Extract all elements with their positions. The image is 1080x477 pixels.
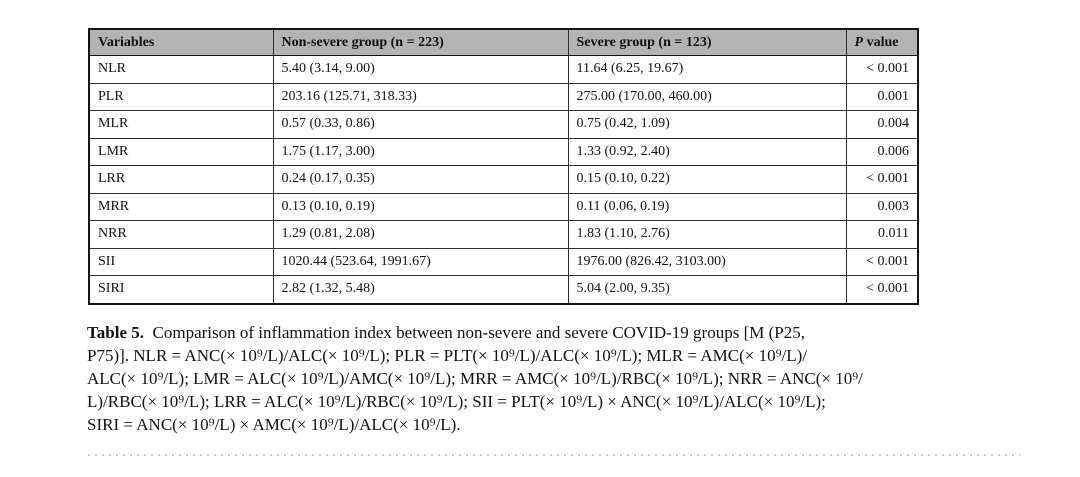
table-row: SIRI 2.82 (1.32, 5.48) 5.04 (2.00, 9.35)… — [88, 275, 919, 304]
p-value-cell: 0.006 — [845, 137, 919, 166]
p-value-cell: 0.001 — [845, 82, 919, 111]
severe-value-cell: 275.00 (170.00, 460.00) — [567, 82, 847, 111]
severe-value-cell: 0.11 (0.06, 0.19) — [567, 192, 847, 221]
p-value-cell: 0.011 — [845, 220, 919, 249]
table-row: MLR 0.57 (0.33, 0.86) 0.75 (0.42, 1.09) … — [88, 110, 919, 139]
p-value-header-italic: P — [854, 34, 864, 50]
variable-cell: NRR — [88, 220, 274, 249]
variable-cell: SIRI — [88, 275, 274, 304]
column-header-non-severe-group: Non-severe group (n = 223) — [272, 28, 569, 56]
column-header-p-value: P value — [845, 28, 919, 56]
variable-cell: PLR — [88, 82, 274, 111]
variable-cell: LRR — [88, 165, 274, 194]
p-value-cell: < 0.001 — [845, 275, 919, 304]
caption-line: SIRI = ANC(× 10⁹/L) × AMC(× 10⁹/L)/ALC(×… — [87, 415, 461, 434]
caption-line: Table 5. Comparison of inflammation inde… — [87, 321, 1037, 344]
table-caption: Table 5. Comparison of inflammation inde… — [87, 321, 1037, 436]
severe-value-cell: 5.04 (2.00, 9.35) — [567, 275, 847, 304]
severe-value-cell: 1.33 (0.92, 2.40) — [567, 137, 847, 166]
comparison-table: Variables Non-severe group (n = 223) Sev… — [88, 28, 919, 305]
dotted-divider — [88, 454, 1020, 456]
variable-cell: NLR — [88, 55, 274, 84]
p-value-cell: < 0.001 — [845, 247, 919, 276]
p-value-header-rest: value — [863, 34, 899, 50]
caption-text: Comparison of inflammation index between… — [144, 323, 805, 342]
caption-line: L)/RBC(× 10⁹/L); LRR = ALC(× 10⁹/L)/RBC(… — [87, 392, 826, 411]
non-severe-value-cell: 0.57 (0.33, 0.86) — [272, 110, 569, 139]
severe-value-cell: 1976.00 (826.42, 3103.00) — [567, 247, 847, 276]
p-value-cell: < 0.001 — [845, 165, 919, 194]
severe-value-cell: 0.15 (0.10, 0.22) — [567, 165, 847, 194]
severe-value-cell: 1.83 (1.10, 2.76) — [567, 220, 847, 249]
table-row: NLR 5.40 (3.14, 9.00) 11.64 (6.25, 19.67… — [88, 55, 919, 84]
column-header-variables: Variables — [88, 28, 274, 56]
non-severe-value-cell: 0.24 (0.17, 0.35) — [272, 165, 569, 194]
non-severe-value-cell: 1020.44 (523.64, 1991.67) — [272, 247, 569, 276]
p-value-cell: 0.004 — [845, 110, 919, 139]
non-severe-value-cell: 5.40 (3.14, 9.00) — [272, 55, 569, 84]
table-row: LMR 1.75 (1.17, 3.00) 1.33 (0.92, 2.40) … — [88, 137, 919, 166]
caption-line: P75)]. NLR = ANC(× 10⁹/L)/ALC(× 10⁹/L); … — [87, 346, 808, 365]
non-severe-value-cell: 203.16 (125.71, 318.33) — [272, 82, 569, 111]
table-row: LRR 0.24 (0.17, 0.35) 0.15 (0.10, 0.22) … — [88, 165, 919, 194]
p-value-cell: 0.003 — [845, 192, 919, 221]
non-severe-value-cell: 2.82 (1.32, 5.48) — [272, 275, 569, 304]
p-value-cell: < 0.001 — [845, 55, 919, 84]
header-row: Variables Non-severe group (n = 223) Sev… — [88, 28, 919, 56]
column-header-severe-group: Severe group (n = 123) — [567, 28, 847, 56]
table-row: SII 1020.44 (523.64, 1991.67) 1976.00 (8… — [88, 247, 919, 276]
caption-label: Table 5. — [87, 323, 145, 342]
non-severe-value-cell: 1.75 (1.17, 3.00) — [272, 137, 569, 166]
variable-cell: MLR — [88, 110, 274, 139]
non-severe-value-cell: 1.29 (0.81, 2.08) — [272, 220, 569, 249]
table-row: PLR 203.16 (125.71, 318.33) 275.00 (170.… — [88, 82, 919, 111]
variable-cell: SII — [88, 247, 274, 276]
variable-cell: LMR — [88, 137, 274, 166]
severe-value-cell: 0.75 (0.42, 1.09) — [567, 110, 847, 139]
severe-value-cell: 11.64 (6.25, 19.67) — [567, 55, 847, 84]
table-row: NRR 1.29 (0.81, 2.08) 1.83 (1.10, 2.76) … — [88, 220, 919, 249]
non-severe-value-cell: 0.13 (0.10, 0.19) — [272, 192, 569, 221]
caption-line: ALC(× 10⁹/L); LMR = ALC(× 10⁹/L)/AMC(× 1… — [87, 369, 863, 388]
table-row: MRR 0.13 (0.10, 0.19) 0.11 (0.06, 0.19) … — [88, 192, 919, 221]
variable-cell: MRR — [88, 192, 274, 221]
